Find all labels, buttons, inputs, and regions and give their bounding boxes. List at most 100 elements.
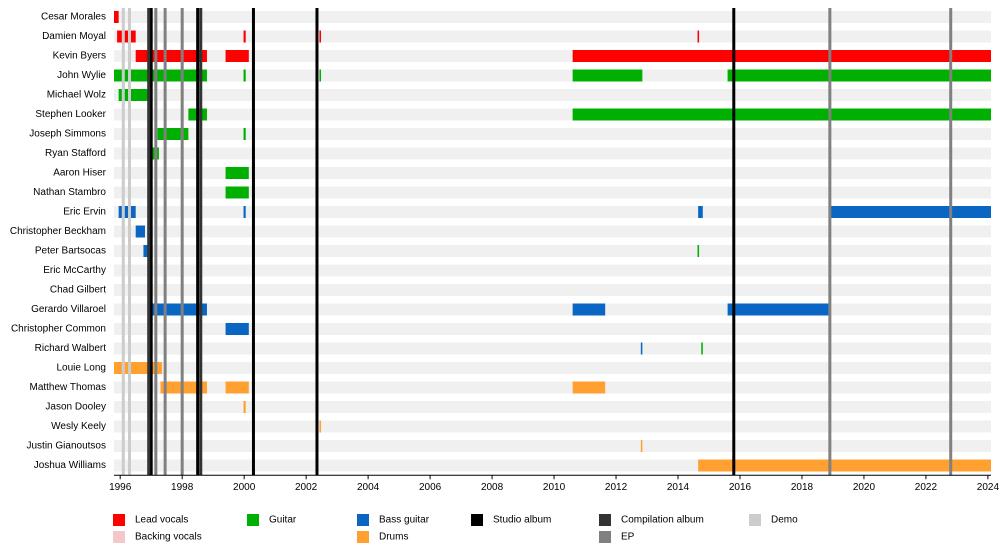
member-name: Peter Bartsocas bbox=[35, 246, 106, 257]
role-bar bbox=[160, 381, 207, 394]
role-bar bbox=[572, 50, 991, 62]
legend-swatch bbox=[599, 514, 611, 526]
row-stripe bbox=[114, 11, 991, 23]
member-name: Aaron Hiser bbox=[53, 168, 106, 179]
x-tick-label: 2006 bbox=[419, 482, 442, 493]
role-bar bbox=[143, 245, 149, 257]
role-bar bbox=[225, 381, 249, 394]
row-stripe bbox=[114, 362, 991, 374]
role-bar bbox=[698, 459, 991, 472]
member-name: Eric McCarthy bbox=[43, 265, 106, 276]
member-name: Nathan Stambro bbox=[33, 187, 106, 198]
x-tick-label: 2016 bbox=[729, 482, 752, 493]
x-tick-label: 2012 bbox=[605, 482, 628, 493]
legend-label: Studio album bbox=[493, 515, 551, 526]
role-bar bbox=[243, 69, 246, 82]
role-bar bbox=[829, 206, 991, 218]
x-tick-label: 2024 bbox=[977, 482, 1000, 493]
role-bar bbox=[135, 225, 145, 238]
legend-swatch bbox=[749, 514, 761, 526]
row-stripe bbox=[114, 303, 991, 316]
x-tick-label: 2010 bbox=[543, 482, 566, 493]
x-tick-label: 2002 bbox=[295, 482, 318, 493]
member-name: Stephen Looker bbox=[35, 109, 106, 120]
row-stripe bbox=[114, 245, 991, 257]
member-name: Christopher Common bbox=[11, 324, 106, 335]
member-name: Michael Wolz bbox=[47, 90, 106, 101]
role-bar bbox=[319, 420, 322, 433]
legend-label: Guitar bbox=[269, 515, 297, 526]
row-stripe bbox=[114, 323, 991, 335]
x-tick-label: 2022 bbox=[915, 482, 938, 493]
role-bar bbox=[114, 69, 207, 82]
row-stripe bbox=[114, 186, 991, 199]
role-bar bbox=[225, 50, 249, 62]
x-tick-label: 2004 bbox=[357, 482, 380, 493]
legend-label: Backing vocals bbox=[135, 532, 202, 543]
role-bar bbox=[225, 167, 249, 179]
row-stripe bbox=[114, 342, 991, 355]
row-stripe bbox=[114, 381, 991, 394]
role-bar bbox=[697, 245, 700, 257]
member-name: Jason Dooley bbox=[45, 402, 106, 413]
role-bar bbox=[118, 89, 152, 101]
role-bar bbox=[319, 30, 322, 43]
member-name: Wesly Keely bbox=[51, 421, 106, 432]
member-name: Damien Moyal bbox=[42, 31, 106, 42]
legend-label: Lead vocals bbox=[135, 515, 188, 526]
role-bar bbox=[698, 206, 703, 218]
role-bar bbox=[319, 69, 322, 82]
row-stripe bbox=[114, 225, 991, 238]
row-stripe bbox=[114, 284, 991, 296]
member-name: Joshua Williams bbox=[34, 460, 106, 471]
role-bar bbox=[117, 30, 136, 43]
member-name: Richard Walbert bbox=[35, 343, 107, 354]
role-bar bbox=[157, 128, 189, 140]
legend-swatch bbox=[247, 514, 259, 526]
role-bar bbox=[727, 69, 991, 82]
legend-label: Drums bbox=[379, 532, 408, 543]
x-tick-label: 2020 bbox=[853, 482, 876, 493]
member-name: Gerardo Villaroel bbox=[31, 304, 106, 315]
role-bar bbox=[572, 108, 991, 121]
role-bar bbox=[572, 303, 606, 316]
legend-swatch bbox=[113, 514, 125, 526]
role-bar bbox=[640, 342, 643, 355]
member-name: Christopher Beckham bbox=[10, 226, 106, 237]
x-tick-label: 2000 bbox=[233, 482, 256, 493]
legend-swatch bbox=[357, 531, 369, 543]
legend-label: Compilation album bbox=[621, 515, 704, 526]
role-bar bbox=[572, 381, 606, 394]
role-bar bbox=[243, 206, 246, 218]
role-bar bbox=[640, 440, 643, 452]
member-name: Eric Ervin bbox=[63, 207, 106, 218]
x-tick-label: 1996 bbox=[109, 482, 132, 493]
role-bar bbox=[243, 401, 246, 413]
legend-label: EP bbox=[621, 532, 635, 543]
member-name: Matthew Thomas bbox=[29, 382, 106, 393]
row-stripe bbox=[114, 420, 991, 433]
x-tick-label: 1998 bbox=[171, 482, 194, 493]
role-bar bbox=[701, 342, 703, 355]
legend-swatch bbox=[471, 514, 483, 526]
member-name: Joseph Simmons bbox=[29, 129, 106, 140]
member-name: Louie Long bbox=[57, 363, 107, 374]
row-stripe bbox=[114, 264, 991, 277]
legend-swatch bbox=[357, 514, 369, 526]
row-stripe bbox=[114, 89, 991, 101]
role-bar bbox=[697, 30, 700, 43]
row-stripe bbox=[114, 147, 991, 160]
member-name: Justin Gianoutsos bbox=[27, 441, 107, 452]
legend-label: Demo bbox=[771, 515, 798, 526]
role-bar bbox=[243, 128, 246, 140]
row-stripe bbox=[114, 30, 991, 43]
legend-swatch bbox=[599, 531, 611, 543]
x-tick-label: 2008 bbox=[481, 482, 504, 493]
member-name: Kevin Byers bbox=[53, 51, 106, 62]
role-bar bbox=[243, 30, 246, 43]
legend-swatch bbox=[113, 531, 125, 543]
role-bar bbox=[727, 303, 830, 316]
role-bar bbox=[114, 11, 119, 23]
role-bar bbox=[118, 206, 136, 218]
